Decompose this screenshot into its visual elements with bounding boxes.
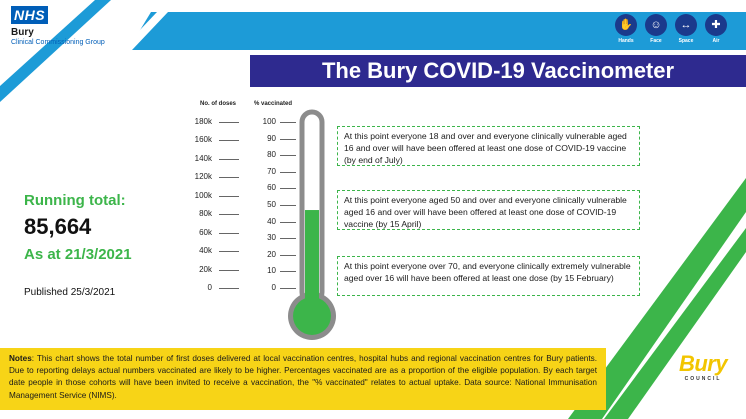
doses-tick-label: 80k	[199, 209, 212, 219]
blue-top-band	[128, 12, 746, 50]
pct-tick-label: 50	[267, 200, 276, 209]
pct-tick-line	[280, 122, 296, 123]
doses-tick-label: 0	[207, 283, 212, 292]
pct-tick-label: 10	[267, 266, 276, 276]
pct-tick-line	[280, 188, 296, 190]
doses-tick-line	[219, 251, 239, 253]
hands-icon: ✋	[615, 14, 637, 36]
pct-column-header: % vaccinated	[254, 101, 293, 107]
doses-tick-label: 160k	[194, 135, 212, 145]
pct-tick-line	[280, 155, 296, 157]
callout-15-february: At this point everyone over 70, and ever…	[337, 256, 640, 296]
green-stripe-inner	[604, 228, 746, 419]
callout-end-july: At this point everyone 18 and over and e…	[337, 126, 640, 166]
white-separator	[121, 12, 168, 50]
thermometer-fill	[305, 210, 319, 318]
doses-tick-line	[219, 140, 239, 142]
air-icon: ✚	[705, 14, 727, 36]
thermometer-bulb	[293, 297, 331, 335]
air-item: ✚ Air	[704, 14, 728, 44]
air-label: Air	[712, 38, 720, 44]
pct-tick-label: 30	[267, 233, 276, 243]
published-date: Published 25/3/2021	[24, 287, 116, 298]
space-item: ↔ Space	[674, 14, 698, 44]
doses-tick-line	[219, 232, 239, 234]
pct-tick-line	[280, 205, 296, 206]
pct-tick-line	[280, 254, 296, 256]
pct-tick-line	[280, 288, 296, 289]
space-label: Space	[678, 38, 694, 44]
pct-tick-label: 60	[267, 183, 276, 193]
pct-tick-label: 0	[271, 283, 276, 292]
running-total-value: 85,664	[24, 214, 92, 239]
notes-box: Notes: This chart shows the total number…	[0, 348, 606, 410]
running-total-label: Running total:	[24, 192, 126, 209]
doses-tick-line	[219, 214, 239, 216]
doses-tick-label: 20k	[199, 264, 212, 274]
org-subtitle: Clinical Commissioning Group	[11, 39, 105, 46]
page-title: The Bury COVID-19 Vaccinometer	[321, 58, 675, 83]
nhs-logo: NHS	[11, 6, 48, 24]
pct-tick-label: 90	[267, 133, 276, 143]
notes-text: : This chart shows the total number of f…	[9, 354, 597, 400]
pct-tick-label: 20	[267, 249, 276, 259]
pct-tick-label: 70	[267, 166, 276, 176]
doses-tick-label: 120k	[194, 172, 212, 182]
blue-stripe-left	[0, 0, 111, 102]
doses-tick-line	[219, 269, 239, 271]
doses-tick-label: 40k	[199, 246, 212, 256]
pct-tick-line	[280, 238, 296, 240]
bury-logo-sub: COUNCIL	[684, 376, 722, 382]
pct-tick-line	[280, 221, 296, 223]
notes-label: Notes	[9, 354, 32, 363]
doses-tick-line	[219, 288, 239, 289]
doses-tick-line	[219, 158, 239, 160]
doses-tick-label: 180k	[194, 117, 212, 126]
doses-tick-label: 140k	[194, 153, 212, 163]
running-total-date: As at 21/3/2021	[24, 246, 132, 263]
face-label: Face	[650, 38, 662, 44]
pct-tick-label: 100	[262, 117, 276, 126]
pct-tick-line	[280, 271, 296, 273]
face-icon: ☺	[645, 14, 667, 36]
pct-tick-label: 40	[267, 216, 276, 226]
doses-tick-label: 100k	[194, 190, 212, 200]
hands-item: ✋ Hands	[614, 14, 638, 44]
hands-label: Hands	[618, 38, 634, 44]
doses-column-header: No. of doses	[200, 101, 237, 107]
face-item: ☺ Face	[644, 14, 668, 44]
pct-tick-line	[280, 138, 296, 140]
pct-tick-line	[280, 171, 296, 173]
space-icon: ↔	[675, 14, 697, 36]
bury-council-logo: Bury COUNCIL	[668, 351, 738, 383]
green-stripe-outer	[568, 178, 746, 419]
doses-tick-line	[219, 122, 239, 123]
pct-tick-label: 80	[267, 150, 276, 160]
thermometer	[288, 109, 336, 340]
title-bar: The Bury COVID-19 Vaccinometer	[250, 55, 746, 87]
org-name: Bury	[11, 27, 34, 38]
doses-tick-label: 60k	[199, 227, 212, 237]
callout-15-april: At this point everyone aged 50 and over …	[337, 190, 640, 230]
doses-tick-line	[219, 195, 239, 197]
doses-tick-line	[219, 177, 239, 179]
bury-logo-word: Bury	[678, 351, 728, 376]
hygiene-icons-row: ✋ Hands ☺ Face ↔ Space ✚ Air	[614, 14, 728, 44]
